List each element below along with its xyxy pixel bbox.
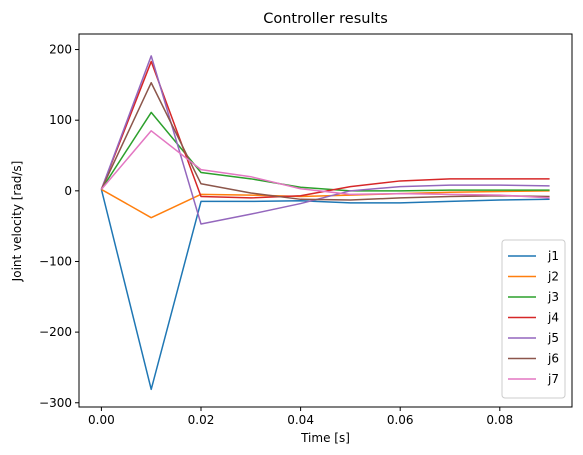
legend-label-j2: j2 bbox=[547, 270, 559, 284]
x-tick-label: 0.04 bbox=[287, 413, 314, 427]
x-axis-label: Time [s] bbox=[300, 431, 350, 445]
series-line-j5 bbox=[100, 55, 550, 225]
legend: j1 j2 j3 j4 j5 j6 j7 bbox=[501, 239, 566, 399]
legend-label-j4: j4 bbox=[547, 311, 559, 325]
y-axis-ticks: −300 −200 −100 0 100 200 bbox=[39, 43, 79, 410]
series-line-j2 bbox=[101, 188, 550, 219]
x-tick-label: 0.02 bbox=[188, 413, 215, 427]
x-tick-label: 0.06 bbox=[387, 413, 414, 427]
y-tick-label: −200 bbox=[39, 325, 72, 339]
series-line-j4 bbox=[100, 60, 550, 199]
y-axis-label: Joint velocity [rad/s] bbox=[10, 161, 24, 283]
legend-label-j6: j6 bbox=[547, 352, 559, 366]
legend-label-j3: j3 bbox=[547, 290, 559, 304]
legend-label-j5: j5 bbox=[547, 331, 559, 345]
series-line-j6 bbox=[100, 81, 550, 201]
series-line-j1 bbox=[100, 189, 550, 391]
y-tick-label: 200 bbox=[49, 43, 72, 57]
y-tick-label: −100 bbox=[39, 254, 72, 268]
legend-label-j7: j7 bbox=[547, 372, 559, 386]
y-tick-label: 100 bbox=[49, 113, 72, 127]
series-line-j7 bbox=[100, 130, 550, 199]
y-tick-label: −300 bbox=[39, 396, 72, 410]
x-tick-label: 0.00 bbox=[88, 413, 115, 427]
y-tick-label: 0 bbox=[64, 184, 72, 198]
legend-entries: j1 j2 j3 j4 j5 j6 j7 bbox=[508, 249, 559, 386]
chart-title: Controller results bbox=[263, 11, 388, 27]
plot-lines bbox=[100, 55, 550, 391]
x-axis-ticks: 0.00 0.02 0.04 0.06 0.08 bbox=[88, 407, 513, 427]
legend-label-j1: j1 bbox=[547, 249, 559, 263]
plot-frame bbox=[78, 33, 573, 408]
x-tick-label: 0.08 bbox=[486, 413, 513, 427]
